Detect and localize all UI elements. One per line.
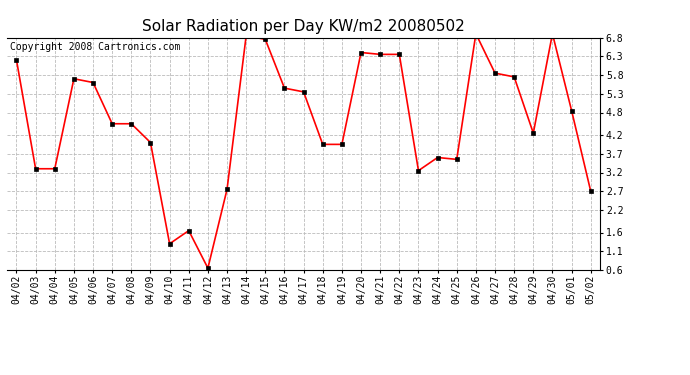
Text: Solar Radiation per Day KW/m2 20080502: Solar Radiation per Day KW/m2 20080502: [142, 19, 465, 34]
Text: Copyright 2008 Cartronics.com: Copyright 2008 Cartronics.com: [10, 42, 180, 52]
